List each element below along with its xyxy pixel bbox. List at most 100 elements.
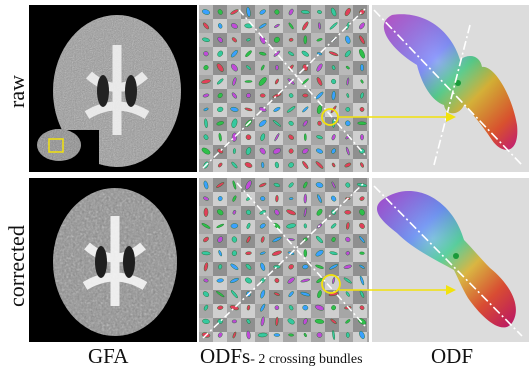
odf-glyph xyxy=(202,291,210,297)
odf-glyph xyxy=(272,236,282,243)
odf-glyph xyxy=(273,106,281,112)
odf-glyph xyxy=(345,319,351,324)
odf-glyph xyxy=(286,223,297,229)
odf-glyph xyxy=(260,133,266,141)
odf-glyph xyxy=(316,278,323,283)
odf-glyph xyxy=(331,162,336,168)
odf-glyph xyxy=(258,77,267,86)
odf-glyph xyxy=(359,196,365,201)
odf-glyph xyxy=(301,78,309,85)
odf-glyph xyxy=(315,182,324,188)
odf-glyph xyxy=(201,79,211,84)
odf-glyph xyxy=(357,121,367,126)
odf-glyph xyxy=(273,222,281,229)
odf-glyph xyxy=(202,93,210,98)
odf-glyph xyxy=(275,195,279,203)
odf-glyph xyxy=(204,118,208,129)
odf-glyph xyxy=(274,133,280,142)
odf-glyph xyxy=(260,303,266,312)
odf-glyph xyxy=(260,262,266,271)
odf-glyph xyxy=(359,209,365,216)
odf-glyph xyxy=(231,118,238,128)
odf-raw-panel xyxy=(372,5,529,172)
odf-glyph xyxy=(272,119,282,127)
odf-glyph xyxy=(316,148,323,154)
odf-glyph xyxy=(274,278,280,283)
odf-glyph xyxy=(217,92,223,99)
fiber-line-1 xyxy=(373,185,523,337)
odf-glyph xyxy=(232,209,237,215)
odf-glyph xyxy=(331,134,336,141)
odf-glyph xyxy=(245,209,252,215)
odf-glyph xyxy=(346,93,350,98)
odf-glyph xyxy=(303,35,308,45)
odf-glyph xyxy=(232,195,237,202)
odf-glyph xyxy=(230,50,238,58)
odf-glyph xyxy=(217,236,224,243)
odf-glyph xyxy=(343,277,352,284)
odf-glyph xyxy=(231,37,237,43)
odf-glyph xyxy=(203,304,209,311)
odf-glyph xyxy=(245,180,252,190)
odf-glyph xyxy=(244,80,253,83)
odf-glyph xyxy=(359,222,365,229)
odf-glyph xyxy=(259,9,266,15)
odf-glyph xyxy=(302,318,308,325)
odf-glyph xyxy=(302,148,309,154)
odf-glyph xyxy=(345,65,350,70)
odf-glyph xyxy=(331,237,336,242)
odf-glyph xyxy=(315,249,324,257)
odf-glyph xyxy=(345,236,351,243)
odf-glyph xyxy=(245,263,252,270)
odf-glyph xyxy=(331,65,336,70)
odf-glyph xyxy=(330,7,337,17)
odf-glyph xyxy=(217,36,223,43)
odf-glyph xyxy=(246,38,251,42)
odf-glyph xyxy=(216,291,225,298)
odf-glyph xyxy=(360,134,364,141)
odf-glyph xyxy=(303,193,307,204)
odf-glyph xyxy=(288,37,294,42)
odf-glyph xyxy=(360,162,364,168)
odf-glyph xyxy=(203,107,209,112)
odf-glyph xyxy=(302,93,309,98)
odf-glyph xyxy=(230,23,238,29)
odf-glyph xyxy=(331,195,337,202)
odf-glyph xyxy=(275,316,279,326)
odf-glyph xyxy=(317,120,322,126)
odf-glyph xyxy=(246,330,251,340)
odf-glyph xyxy=(257,332,268,338)
odf-glyph xyxy=(288,182,294,188)
odf-glyph xyxy=(231,236,238,243)
odf-glyph xyxy=(232,148,236,154)
odf-glyph xyxy=(302,120,308,127)
odf-glyph xyxy=(217,209,224,216)
gfa-raw-brain xyxy=(53,15,181,167)
odf-glyph xyxy=(345,251,350,256)
odf-glyph xyxy=(203,65,209,71)
odf-glyph xyxy=(344,50,351,58)
odf-glyph xyxy=(259,147,266,155)
odf-glyph xyxy=(258,182,267,188)
odf-glyph xyxy=(359,236,365,243)
odf-glyph xyxy=(245,65,252,70)
odf-glyph xyxy=(246,93,251,98)
odf-glyph xyxy=(246,318,251,324)
odf-glyph xyxy=(217,50,224,57)
odf-glyph xyxy=(330,318,337,324)
odf-glyph xyxy=(203,180,209,190)
odf-glyph xyxy=(300,10,310,14)
odf-glyph xyxy=(314,304,325,311)
odf-glyph xyxy=(230,223,239,229)
odf-glyph xyxy=(303,332,307,338)
odf-glyph xyxy=(271,250,282,256)
odf-glyph xyxy=(202,37,210,42)
odf-glyph xyxy=(203,278,209,283)
odf-glyph xyxy=(316,208,323,216)
odf-corrected-panel xyxy=(372,178,529,342)
odf-glyph xyxy=(260,196,266,201)
odf-glyph xyxy=(300,291,311,297)
gfa-roi-box xyxy=(48,138,64,153)
